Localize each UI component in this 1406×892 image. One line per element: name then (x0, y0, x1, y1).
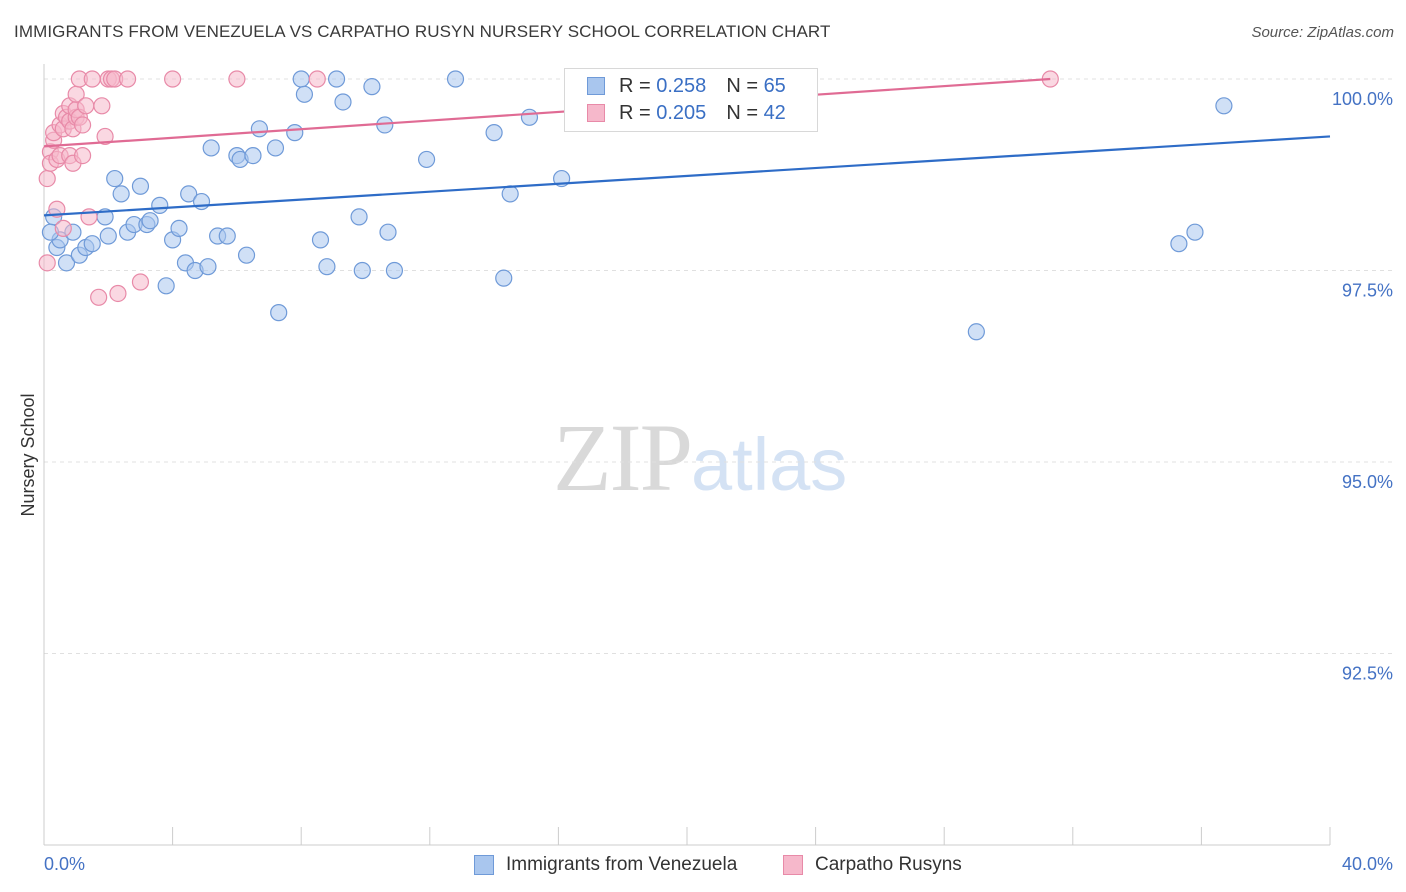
venezuela-point (250, 120, 269, 138)
venezuela-point (292, 70, 310, 88)
y-tick-label: 100.0% (1332, 89, 1393, 109)
venezuela-point (106, 169, 124, 188)
venezuela-point (327, 70, 346, 88)
rusyn-point (109, 284, 127, 303)
venezuela-point (350, 208, 368, 226)
venezuela-point (485, 124, 503, 142)
venezuela-point (192, 192, 211, 211)
venezuela-point (311, 231, 330, 249)
bottom-legend-label-rusyns: Carpatho Rusyns (815, 854, 962, 875)
axes (43, 64, 1331, 846)
venezuela-point (495, 269, 513, 287)
legend-swatch-blue (587, 77, 605, 95)
venezuela-point (112, 185, 130, 203)
legend-row-rusyns: R = 0.205 N = 42 (587, 100, 786, 126)
venezuela-point (244, 147, 262, 165)
venezuela-point (202, 139, 220, 157)
rusyn-point (38, 254, 56, 272)
venezuela-point (334, 93, 352, 111)
bottom-legend-swatch-pink (783, 855, 803, 875)
rusyn-point (164, 70, 182, 88)
rusyn-point (54, 219, 72, 237)
tick-labels: 100.0% 97.5% 95.0% 92.5% 0.0% 40.0% (44, 89, 1393, 874)
venezuela-point (57, 254, 76, 272)
watermark-atlas: atlas (691, 423, 848, 506)
rusyn-point (90, 288, 108, 306)
bottom-legend-venezuela: Immigrants from Venezuela (474, 852, 737, 878)
rusyn-point (83, 70, 101, 88)
venezuela-point (417, 150, 436, 169)
y-tick-label: 97.5% (1342, 281, 1393, 301)
venezuela-point (180, 185, 198, 203)
rusyn-point (38, 169, 56, 188)
y-tick-label: 92.5% (1342, 664, 1393, 684)
rusyn-point (131, 273, 150, 291)
x-tick-label: 40.0% (1342, 854, 1393, 874)
legend-r-value: 0.205 (656, 101, 707, 124)
venezuela-point (151, 196, 169, 214)
venezuela-point (99, 227, 117, 245)
venezuela-point (266, 139, 285, 157)
bottom-legend-rusyns: Carpatho Rusyns (783, 852, 962, 878)
venezuela-point (379, 223, 397, 241)
watermark: ZIPatlas (553, 402, 847, 513)
legend-n-label: N = (726, 101, 758, 124)
venezuela-point (967, 323, 985, 341)
rusyn-point (73, 116, 92, 134)
rusyn-trend-line (43, 77, 1051, 148)
legend-r-value: 0.258 (656, 74, 707, 97)
y-tick-label: 95.0% (1342, 472, 1393, 492)
venezuela-point (237, 246, 256, 264)
venezuela-trend-line (43, 135, 1331, 217)
y-axis-title: Nursery School (18, 393, 38, 516)
venezuela-point (295, 85, 314, 103)
venezuela-point (218, 227, 236, 245)
venezuela-point (83, 235, 101, 253)
legend-n-value: 42 (763, 101, 786, 124)
source-label: Source: ZipAtlas.com (1251, 24, 1394, 41)
venezuela-point (520, 108, 539, 126)
venezuela-point (1170, 235, 1188, 253)
legend-n-value: 65 (763, 74, 786, 97)
venezuela-point (286, 124, 304, 142)
rusyn-point (77, 97, 95, 115)
legend-swatch-pink (587, 104, 605, 122)
legend-r-label: R = (619, 101, 651, 124)
rusyn-point (73, 147, 92, 165)
chart-title: IMMIGRANTS FROM VENEZUELA VS CARPATHO RU… (14, 22, 831, 41)
venezuela-point (363, 78, 381, 96)
venezuela-point (1186, 223, 1204, 241)
watermark-zip: ZIP (553, 404, 693, 511)
venezuela-point (199, 258, 217, 276)
rusyn-point (96, 127, 114, 146)
venezuela-point (131, 177, 150, 195)
rusyn-point (308, 70, 326, 88)
trend-lines (43, 77, 1331, 217)
venezuela-point (157, 277, 175, 295)
venezuela-point (385, 261, 404, 280)
rusyn-point (93, 97, 111, 115)
stats-legend: R = 0.258 N = 65 R = 0.205 N = 42 (564, 68, 818, 132)
bottom-legend-swatch-blue (474, 855, 494, 875)
venezuela-point (318, 258, 336, 276)
venezuela-point (353, 261, 371, 280)
venezuela-point (170, 219, 188, 237)
legend-r-label: R = (619, 74, 651, 97)
venezuela-point (446, 70, 465, 88)
rusyn-point (228, 70, 246, 88)
venezuela-point (270, 304, 288, 322)
bottom-legend-label-venezuela: Immigrants from Venezuela (506, 854, 738, 875)
x-tick-label: 0.0% (44, 854, 85, 874)
legend-n-label: N = (726, 74, 758, 97)
venezuela-point (1215, 97, 1233, 115)
legend-row-venezuela: R = 0.258 N = 65 (587, 73, 786, 99)
venezuela-point (141, 212, 159, 230)
rusyn-point (118, 70, 137, 88)
venezuela-point (501, 185, 519, 203)
